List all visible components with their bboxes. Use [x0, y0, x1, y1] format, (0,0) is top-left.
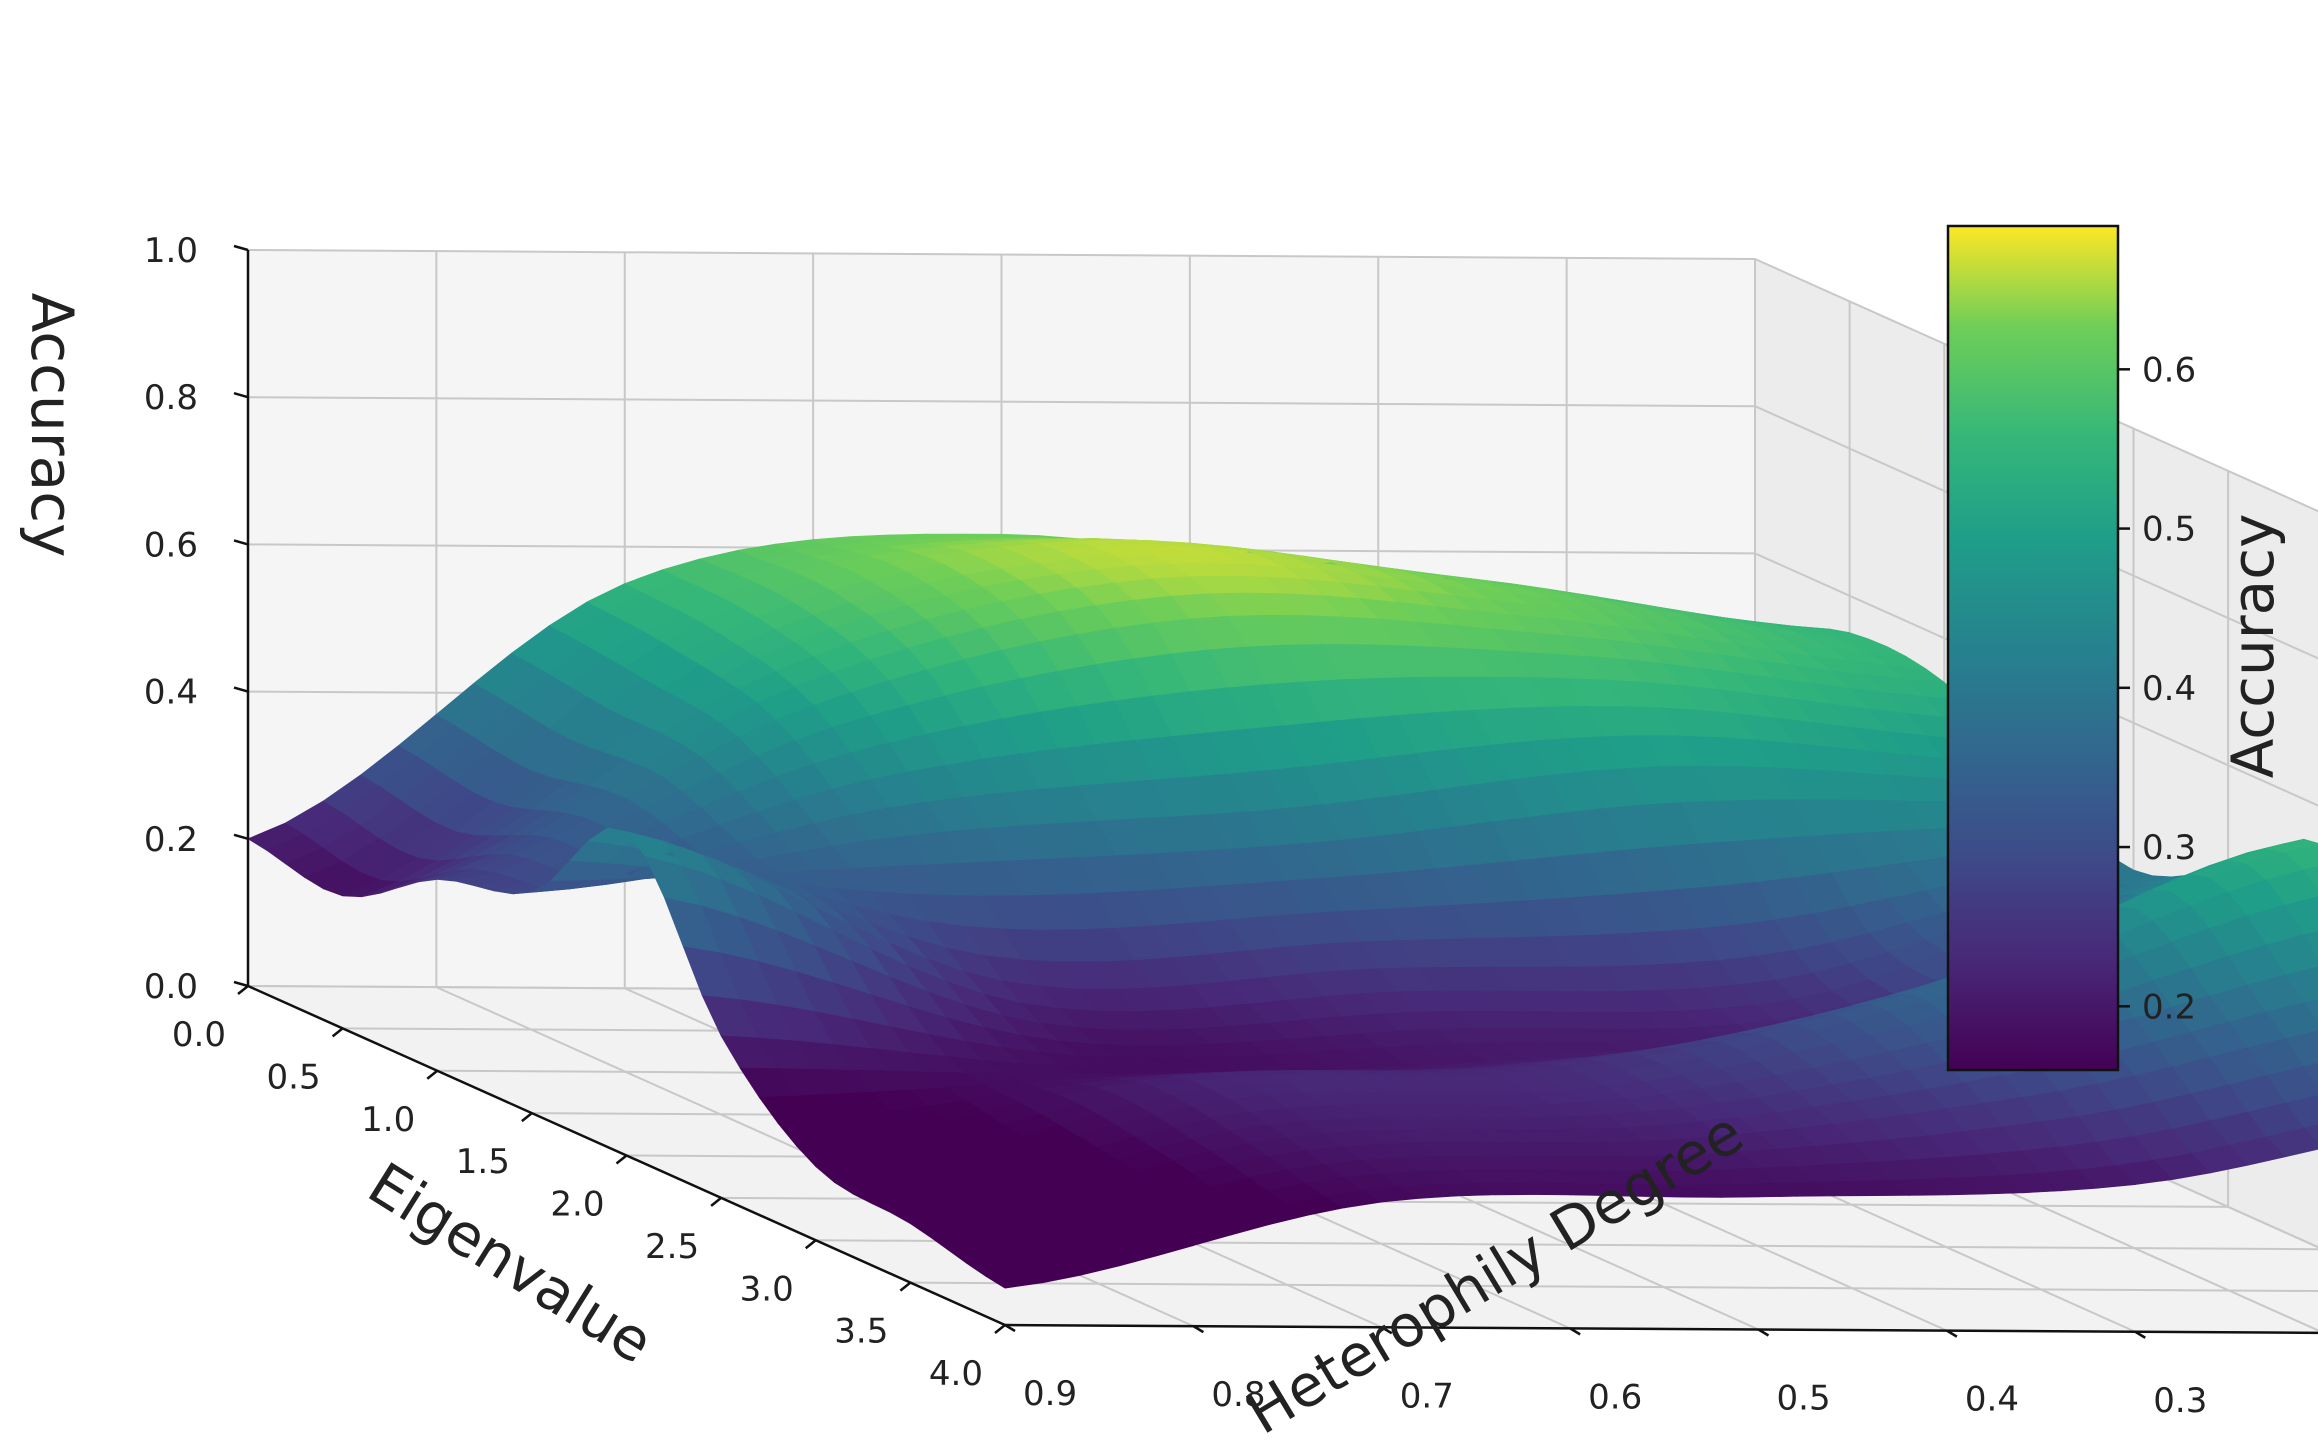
z-tick-mark: [233, 980, 249, 988]
y-tick-mark: [1946, 1329, 1958, 1338]
y-tick-mark: [1192, 1325, 1205, 1334]
surface-patch: [2303, 866, 2318, 890]
grid-line: [1754, 258, 2318, 513]
y-tick-mark: [1757, 1328, 1770, 1337]
z-tick-mark: [233, 244, 249, 252]
x-tick-label: 3.5: [834, 1312, 888, 1352]
x-tick-mark: [426, 1069, 439, 1080]
x-tick-mark: [899, 1281, 912, 1292]
z-tick-label: 0.2: [144, 820, 198, 860]
surface-patch: [2303, 931, 2318, 959]
y-tick-mark: [2134, 1330, 2146, 1339]
colorbar-tick-label: 0.5: [2142, 510, 2196, 550]
z-tick-label: 0.4: [144, 673, 198, 713]
x-tick-label: 2.5: [645, 1227, 699, 1267]
y-tick-label: 0.4: [1965, 1380, 2019, 1420]
z-tick-label: 0.6: [144, 525, 198, 565]
y-tick-label: 0.8: [1211, 1375, 1265, 1415]
surface-patch: [2304, 1063, 2318, 1087]
x-tick-mark: [521, 1112, 533, 1123]
z-tick-label: 0.0: [144, 967, 198, 1007]
z-tick-label: 1.0: [144, 231, 198, 271]
x-tick-label: 1.5: [456, 1142, 510, 1182]
y-tick-label: 0.9: [1023, 1374, 1077, 1414]
x-tick-label: 4.0: [929, 1354, 983, 1394]
x-tick-mark: [710, 1196, 722, 1207]
z-tick-label: 0.8: [144, 378, 198, 418]
x-tick-mark: [331, 1027, 344, 1038]
z-tick-mark: [233, 539, 249, 546]
y-tick-label: 0.3: [2153, 1381, 2207, 1421]
colorbar-tick-label: 0.4: [2142, 669, 2196, 709]
colorbar-tick-label: 0.2: [2142, 987, 2196, 1027]
x-tick-label: 3.0: [740, 1269, 794, 1309]
colorbar-tick-label: 0.6: [2142, 350, 2196, 390]
colorbar-ticks: 0.2 0.3 0.4 0.5 0.6: [2118, 350, 2196, 1027]
x-tick-mark: [237, 985, 249, 995]
grid-line: [247, 396, 1756, 408]
y-tick-label: 0.7: [1400, 1376, 1454, 1416]
y-tick-mark: [1569, 1327, 1581, 1336]
y-tick-mark: [1004, 1323, 1016, 1333]
y-tick-label: 0.5: [1777, 1379, 1831, 1419]
surface-patch: [2303, 999, 2318, 1023]
x-tick-label: 1.0: [361, 1100, 415, 1140]
z-tick-mark: [233, 686, 249, 693]
surface-plot: [247, 533, 2318, 1289]
x-axis-title: Eigenvalue: [357, 1149, 665, 1376]
y-tick-mark: [1381, 1326, 1393, 1335]
tick-labels: 0.00.51.01.52.02.53.03.54.00.10.20.30.40…: [144, 231, 2207, 1421]
y-tick-label: 0.6: [1588, 1377, 1642, 1417]
x-tick-label: 0.0: [172, 1015, 226, 1055]
x-tick-mark: [994, 1324, 1006, 1334]
colorbar-tick-label: 0.3: [2142, 828, 2196, 868]
grid-line: [247, 249, 1756, 260]
x-tick-mark: [615, 1154, 628, 1165]
x-tick-label: 2.0: [550, 1185, 604, 1225]
x-tick-label: 0.5: [267, 1057, 321, 1097]
z-axis-title: Accuracy: [18, 293, 86, 558]
x-tick-mark: [804, 1239, 817, 1250]
z-tick-mark: [233, 391, 249, 399]
grid-line: [1754, 405, 2318, 660]
colorbar: 0.2 0.3 0.4 0.5 0.6 Accuracy: [1946, 224, 2287, 1072]
grid-line: [1754, 552, 2318, 807]
colorbar-title: Accuracy: [2219, 514, 2287, 779]
surface-patch: [2304, 1124, 2318, 1143]
z-tick-mark: [233, 833, 249, 841]
colorbar-gradient: [1946, 224, 2120, 1072]
